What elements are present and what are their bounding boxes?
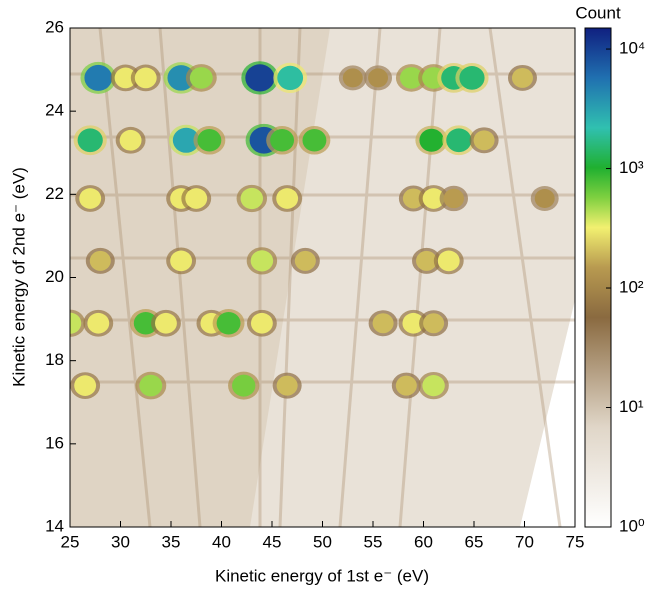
spot xyxy=(70,312,82,334)
spot xyxy=(437,250,460,272)
y-tick-label: 20 xyxy=(45,267,64,286)
x-tick-label: 60 xyxy=(414,532,433,551)
spot xyxy=(443,188,465,209)
spot xyxy=(133,311,158,335)
spot xyxy=(277,65,304,91)
y-tick-label: 16 xyxy=(45,433,64,452)
y-tick-label: 14 xyxy=(45,516,64,535)
x-tick-label: 45 xyxy=(263,532,282,551)
colorbar-tick-label: 10¹ xyxy=(619,397,644,416)
x-tick-label: 40 xyxy=(212,532,231,551)
background xyxy=(70,28,575,527)
colorbar-tick-label: 10⁴ xyxy=(619,39,645,58)
spot xyxy=(170,250,193,272)
spot xyxy=(402,188,424,209)
spot xyxy=(372,313,394,334)
spot xyxy=(473,130,495,151)
spot xyxy=(534,189,555,208)
spot xyxy=(511,67,533,88)
spot xyxy=(232,374,256,397)
spot xyxy=(446,128,472,153)
spot xyxy=(250,250,274,272)
spot xyxy=(74,375,97,396)
x-tick-label: 65 xyxy=(465,532,484,551)
spot xyxy=(114,67,137,89)
x-tick-label: 75 xyxy=(566,532,585,551)
spot xyxy=(79,188,102,209)
streaks xyxy=(70,28,575,527)
spot xyxy=(134,67,157,89)
spot xyxy=(423,313,445,334)
x-axis-label: Kinetic energy of 1st e⁻ (eV) xyxy=(215,566,429,585)
colorbar-tick-label: 10³ xyxy=(619,158,644,177)
x-tick-label: 50 xyxy=(313,532,332,551)
x-tick-label: 30 xyxy=(111,532,130,551)
spot xyxy=(155,312,177,334)
spot xyxy=(276,188,299,209)
spot xyxy=(422,188,445,209)
spot xyxy=(395,375,417,396)
spot xyxy=(77,128,103,153)
colorbar-tick-label: 10⁰ xyxy=(619,516,645,535)
spot xyxy=(240,187,264,210)
y-tick-label: 18 xyxy=(45,350,64,369)
y-axis-label: Kinetic energy of 2nd e⁻ (eV) xyxy=(9,167,28,387)
spot xyxy=(276,375,298,396)
spot xyxy=(416,250,438,271)
spot xyxy=(89,250,111,271)
spot xyxy=(216,311,241,335)
spot xyxy=(399,67,423,89)
spot xyxy=(422,375,445,397)
x-tick-label: 70 xyxy=(515,532,534,551)
spot xyxy=(368,68,389,88)
x-tick-label: 35 xyxy=(162,532,181,551)
spot xyxy=(185,188,208,209)
spot xyxy=(84,64,113,91)
colorbar-label: Count xyxy=(575,3,621,22)
spot xyxy=(189,67,213,89)
colorbar-tick-label: 10² xyxy=(619,278,644,297)
x-tick-label: 55 xyxy=(364,532,383,551)
spot xyxy=(419,128,444,152)
y-tick-label: 26 xyxy=(45,17,64,36)
y-tick-label: 24 xyxy=(45,101,64,120)
spot xyxy=(250,312,273,334)
x-tick-label: 25 xyxy=(61,532,80,551)
spot xyxy=(172,127,200,153)
y-tick-label: 22 xyxy=(45,184,64,203)
spot xyxy=(342,68,363,88)
spot xyxy=(245,64,275,92)
spot xyxy=(294,250,316,271)
spot xyxy=(459,66,485,90)
spot xyxy=(197,129,222,152)
spot xyxy=(87,312,110,334)
spot xyxy=(302,129,327,152)
spot xyxy=(402,312,425,334)
colorbar xyxy=(584,27,612,528)
spot xyxy=(270,129,295,152)
spot xyxy=(139,374,163,397)
spot xyxy=(119,129,142,151)
